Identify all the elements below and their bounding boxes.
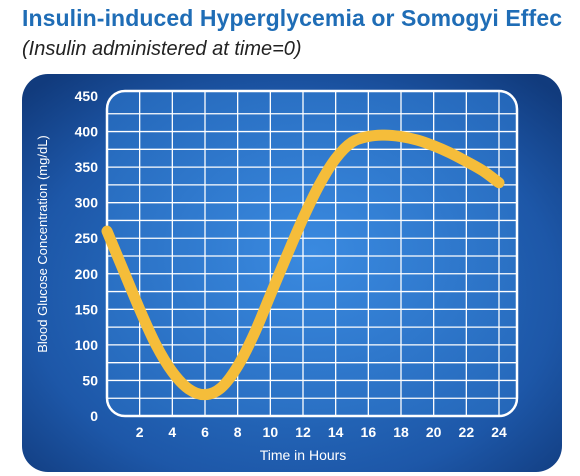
y-tick-label: 250 [75, 230, 99, 246]
page-subtitle: (Insulin administered at time=0) [22, 38, 302, 60]
x-tick-label: 22 [459, 424, 475, 440]
glucose-line [101, 129, 505, 401]
y-tick-label: 200 [75, 266, 99, 282]
x-tick-label: 18 [393, 424, 409, 440]
y-axis-label: Blood Glucose Concentration (mg/dL) [35, 135, 50, 353]
x-tick-labels: 2 4 6 8 10 12 14 16 18 20 22 24 [136, 424, 507, 440]
y-tick-label: 300 [75, 195, 99, 211]
x-tick-label: 14 [328, 424, 344, 440]
page-title: Insulin-induced Hyperglycemia or Somogyi… [22, 5, 563, 31]
x-tick-label: 2 [136, 424, 144, 440]
data-series [101, 129, 505, 401]
x-tick-label: 8 [234, 424, 242, 440]
y-tick-label: 0 [90, 408, 98, 424]
x-tick-label: 12 [295, 424, 311, 440]
x-tick-label: 24 [491, 424, 507, 440]
y-tick-label: 100 [75, 337, 99, 353]
y-tick-label: 50 [82, 372, 98, 388]
x-tick-label: 20 [426, 424, 442, 440]
y-tick-label: 150 [75, 301, 99, 317]
x-tick-label: 16 [361, 424, 377, 440]
grid-lines [108, 92, 516, 415]
y-tick-labels: 0 50 100 150 200 250 300 350 400 450 [75, 88, 99, 424]
x-tick-label: 10 [263, 424, 279, 440]
y-tick-label: 450 [75, 88, 99, 104]
y-tick-label: 350 [75, 159, 99, 175]
x-tick-label: 4 [168, 424, 176, 440]
y-tick-label: 400 [75, 124, 99, 140]
x-tick-label: 6 [201, 424, 209, 440]
x-axis-label: Time in Hours [260, 447, 347, 463]
plot-area [105, 89, 519, 418]
